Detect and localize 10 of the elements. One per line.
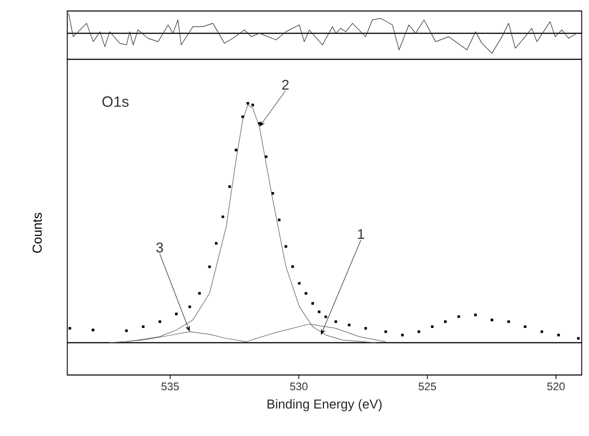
annotation: 3 — [156, 242, 163, 252]
x-axis-title: Binding Energy (eV) — [268, 399, 382, 412]
x-tick-label: 525 — [418, 382, 436, 390]
x-tick-label: 535 — [161, 382, 179, 390]
y-axis-title: Counts — [32, 212, 42, 253]
x-tick-label: 530 — [290, 382, 308, 390]
annotation: 1 — [358, 229, 364, 239]
x-tick-label: 520 — [547, 382, 565, 390]
annotation: O1s — [102, 96, 129, 107]
annotation: 2 — [282, 80, 289, 90]
